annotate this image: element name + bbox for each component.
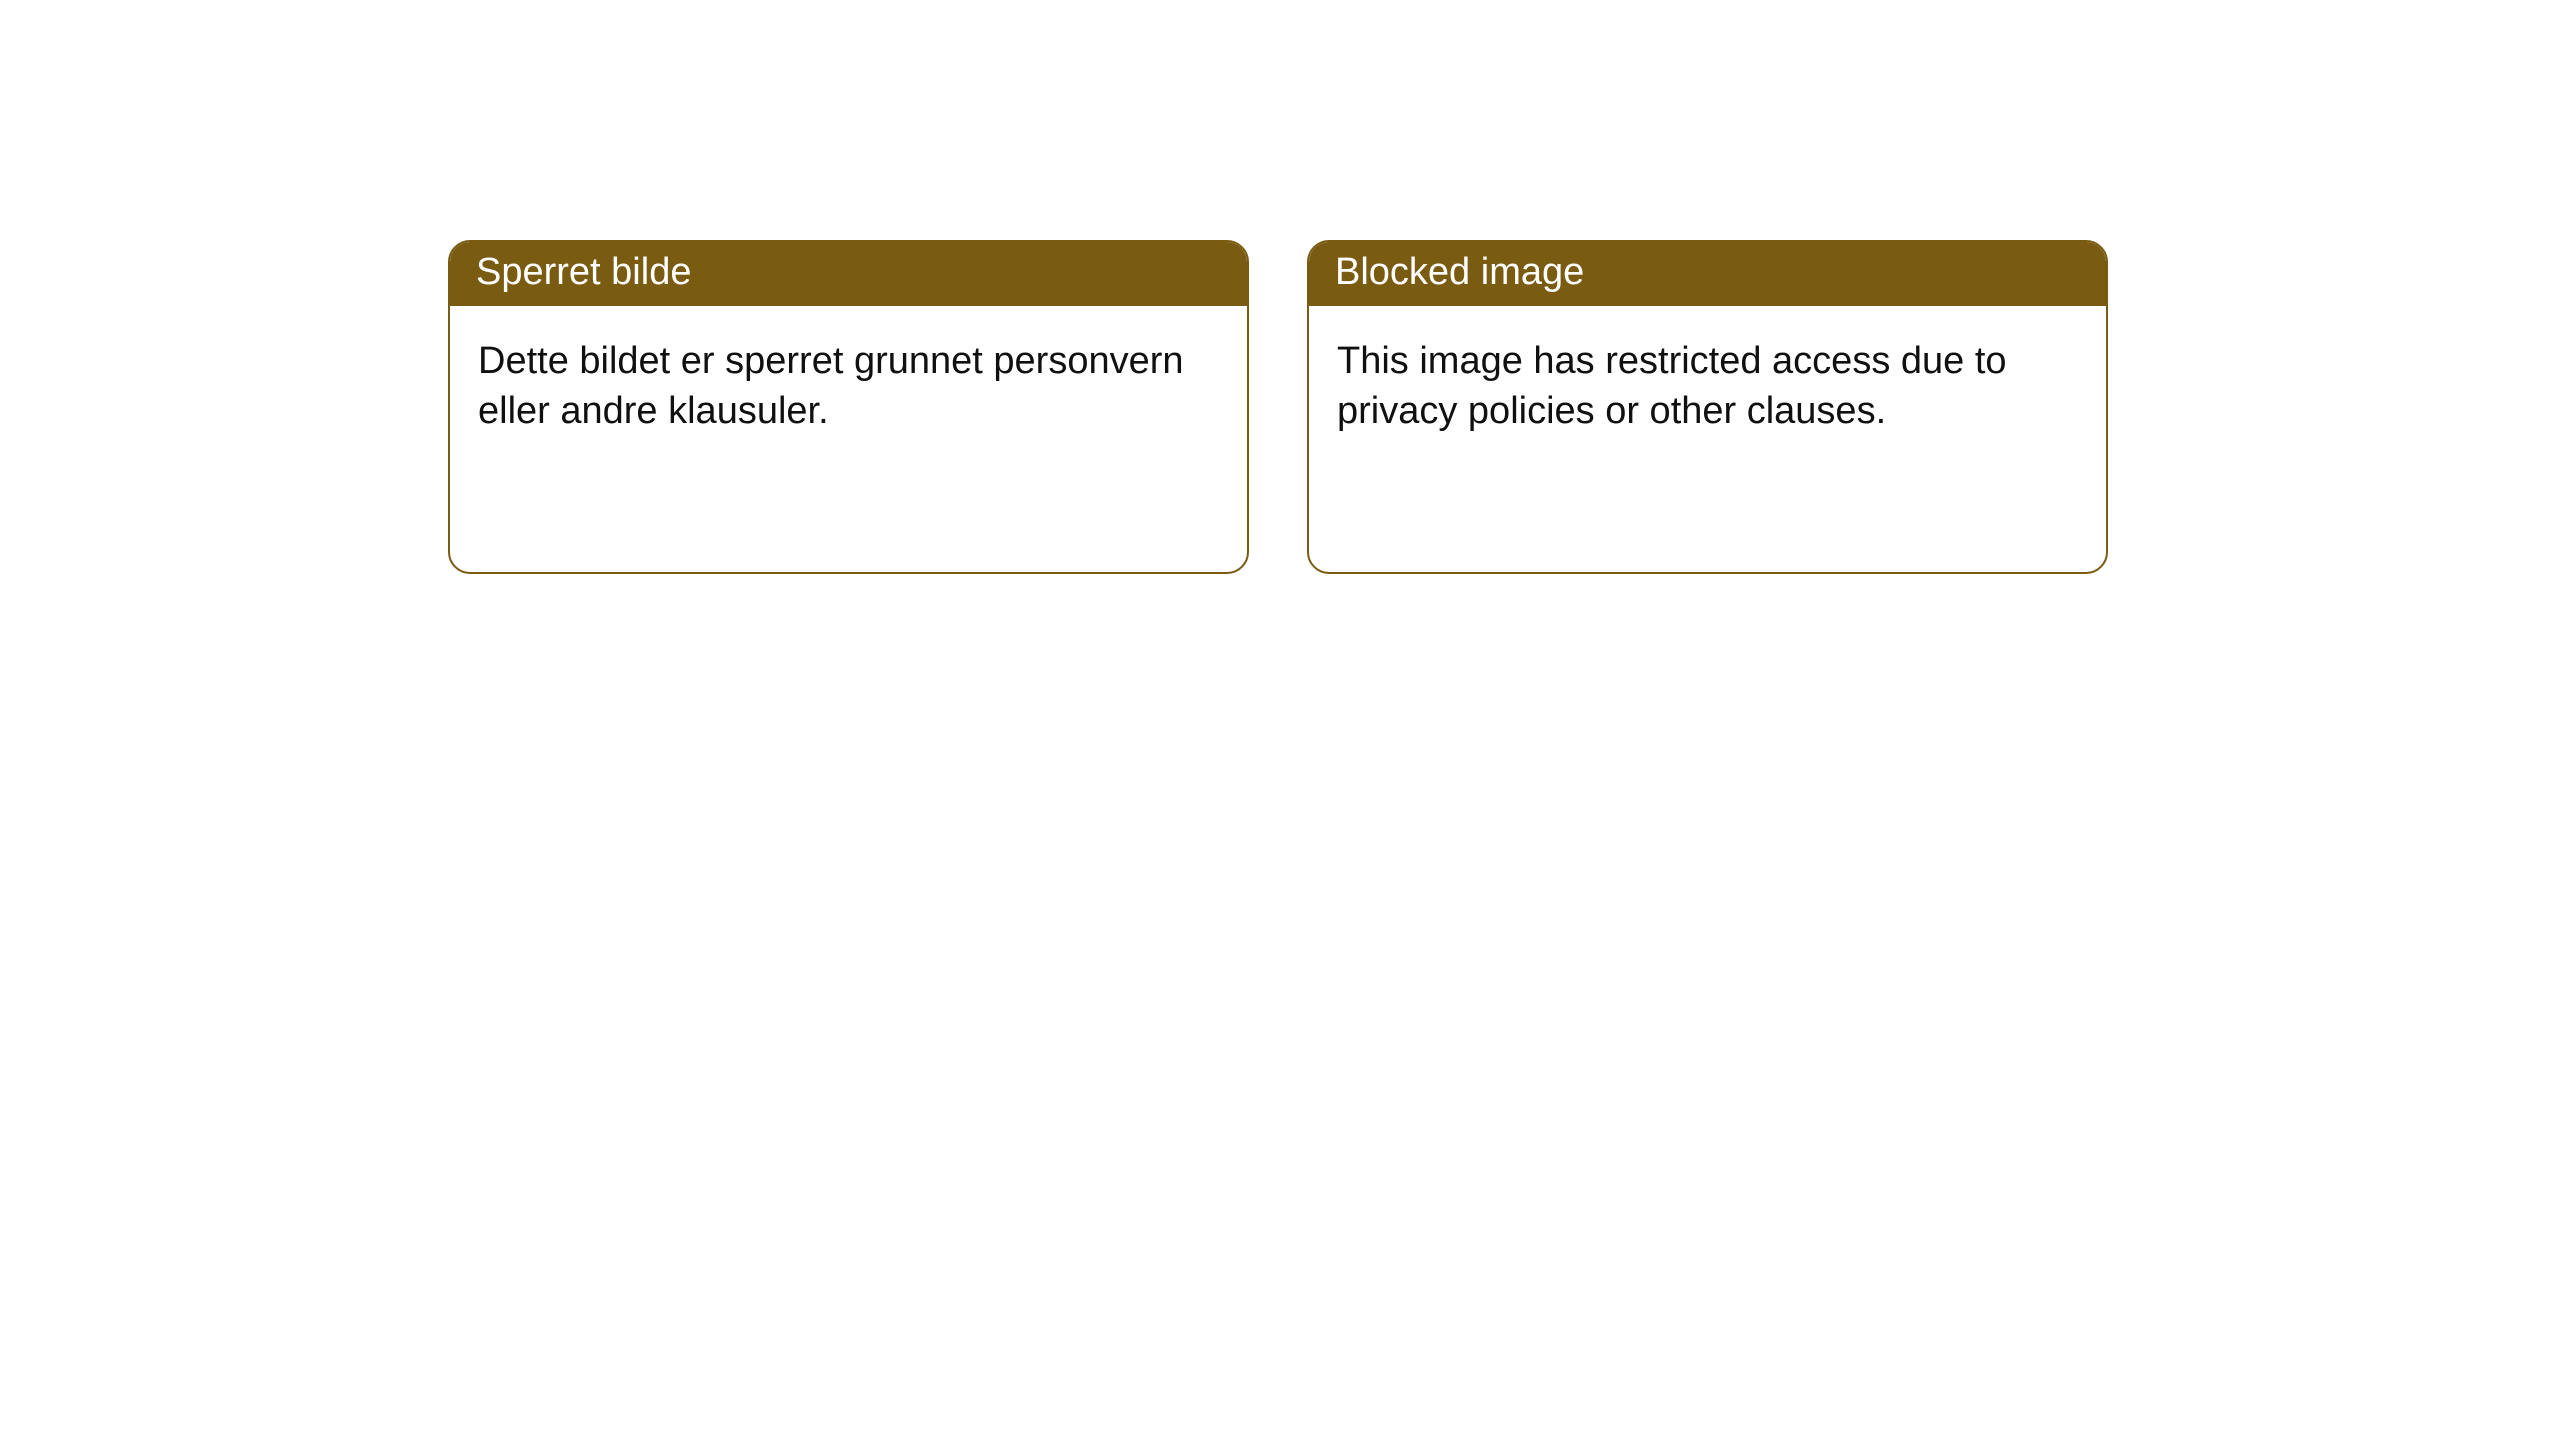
notice-body-no: Dette bildet er sperret grunnet personve…	[450, 306, 1247, 457]
notice-body-en: This image has restricted access due to …	[1309, 306, 2106, 457]
notice-title-no: Sperret bilde	[450, 242, 1247, 306]
notice-row: Sperret bilde Dette bildet er sperret gr…	[448, 240, 2108, 574]
notice-title-en: Blocked image	[1309, 242, 2106, 306]
notice-card-en: Blocked image This image has restricted …	[1307, 240, 2108, 574]
notice-card-no: Sperret bilde Dette bildet er sperret gr…	[448, 240, 1249, 574]
